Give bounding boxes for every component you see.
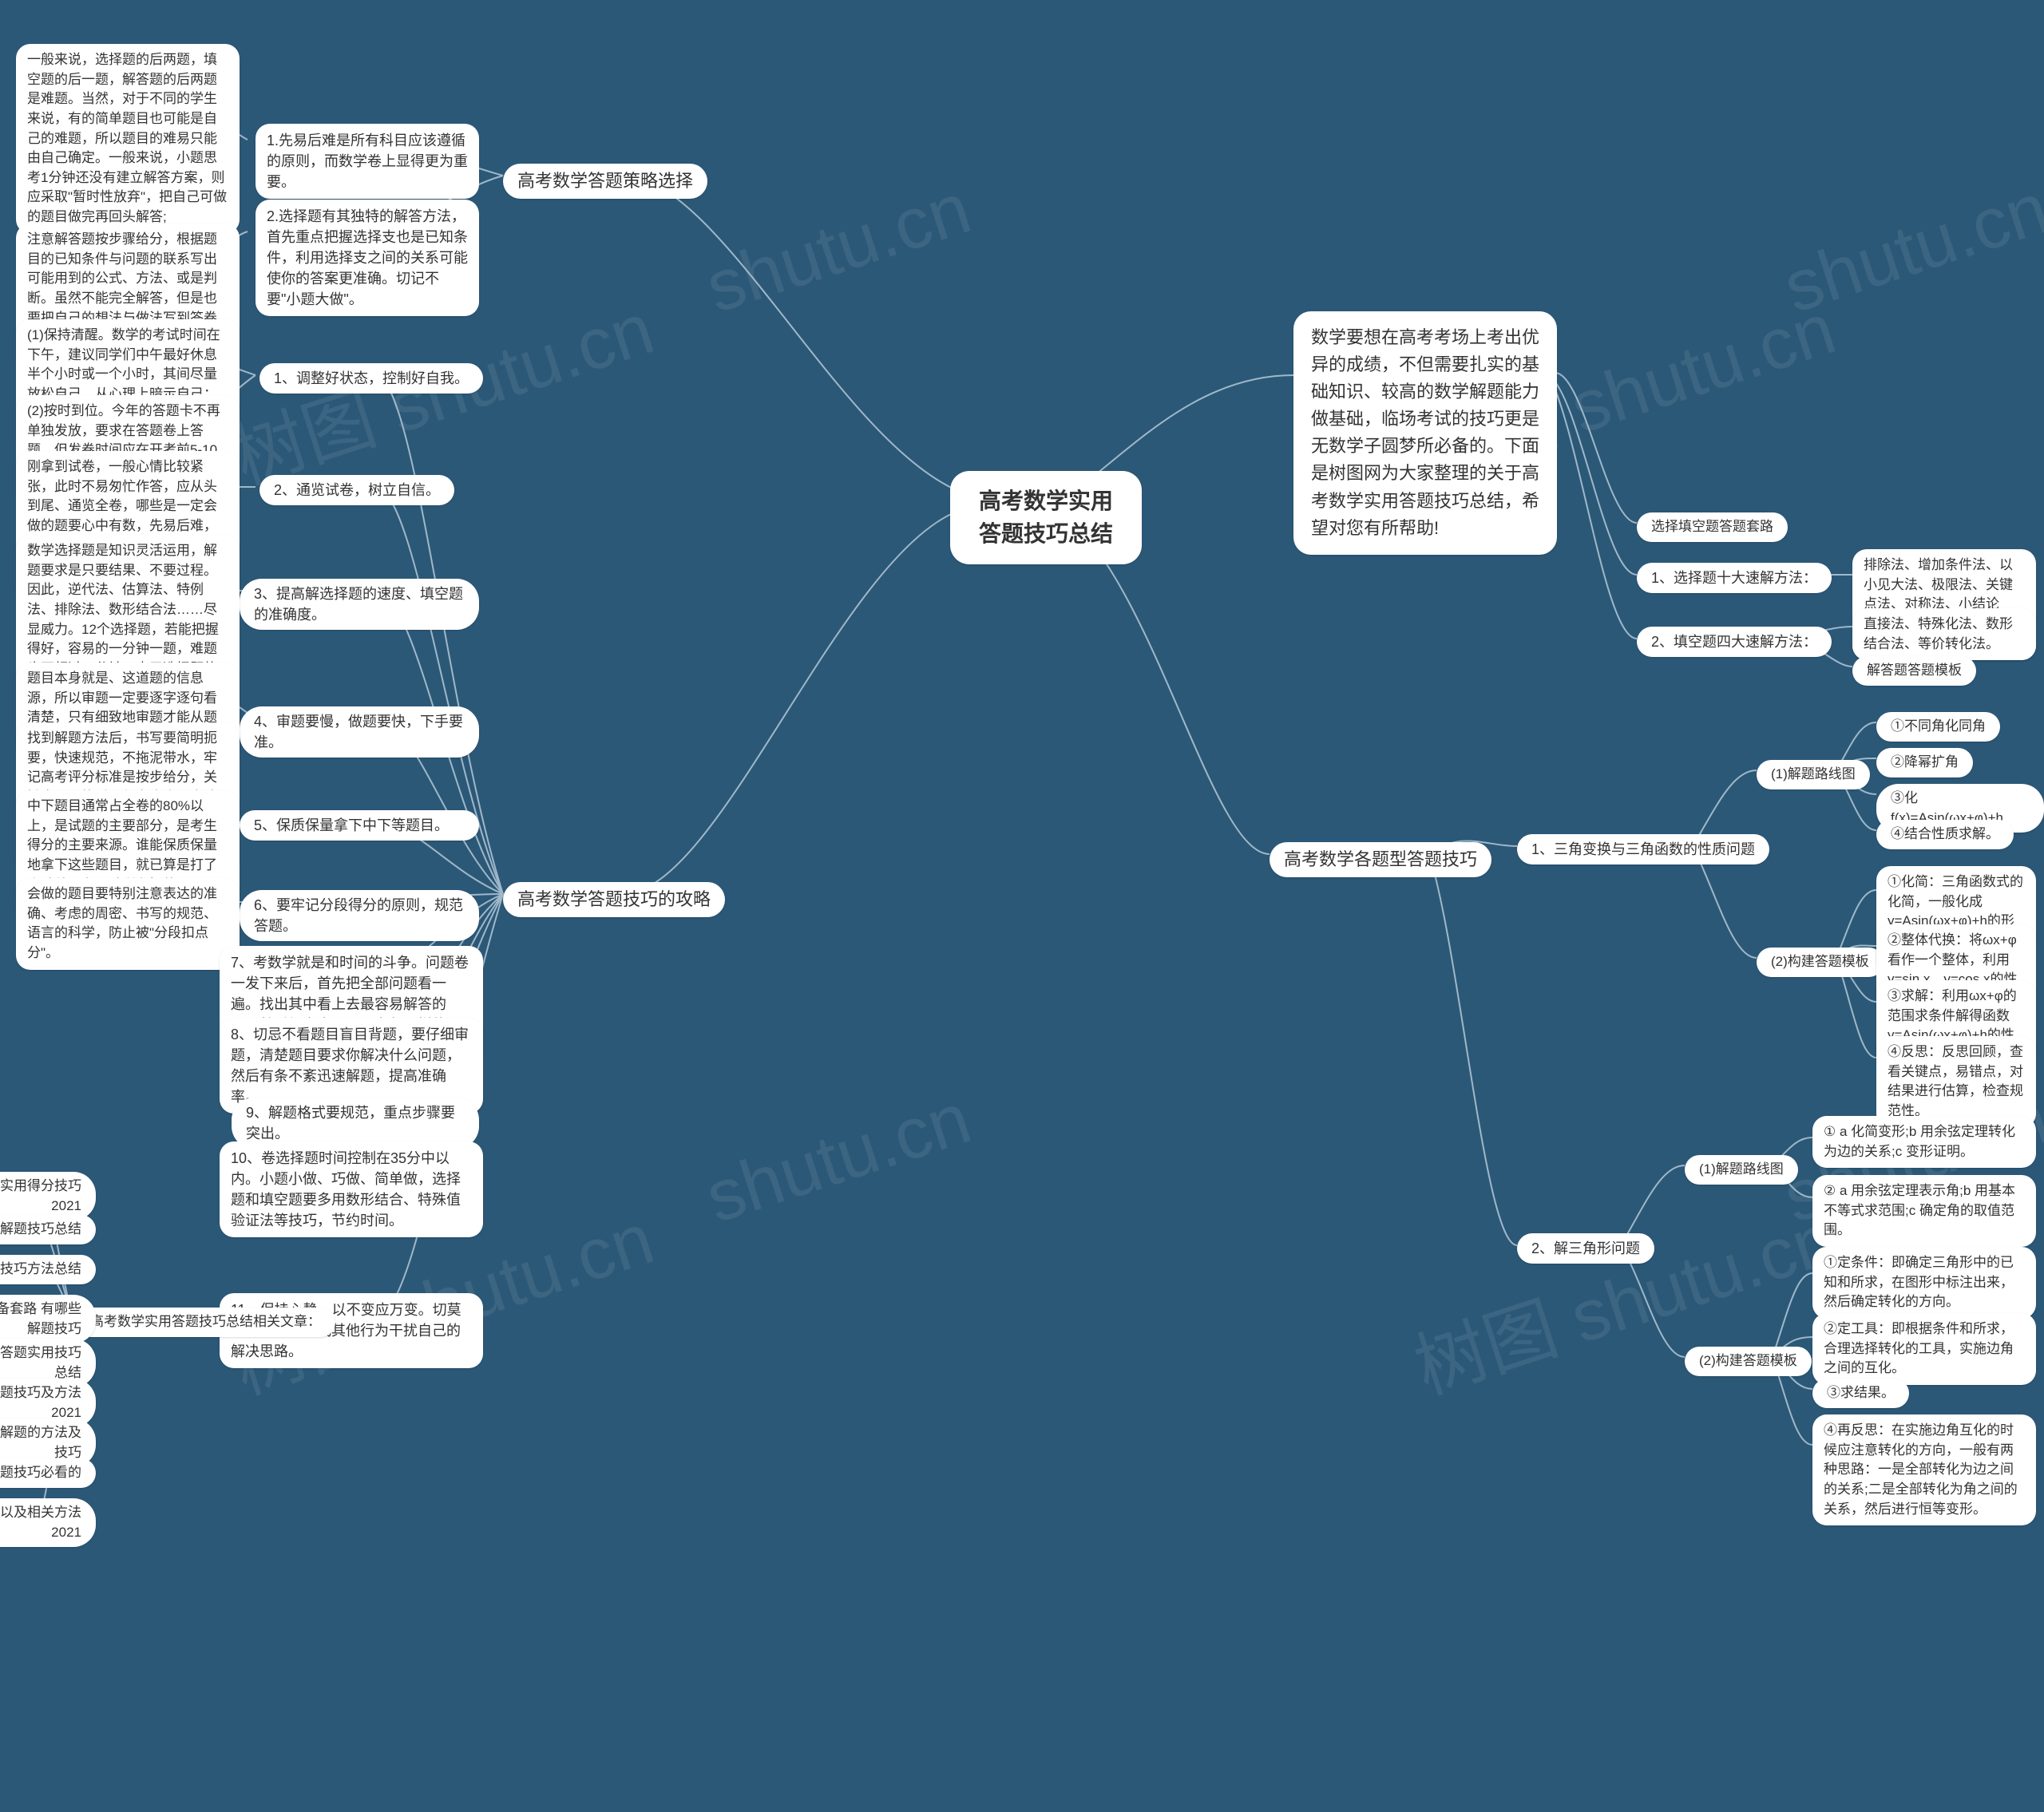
t2-r2-i2: ②定工具：即根据条件和所求，合理选择转化的工具，实施边角之间的互化。 <box>1812 1313 2036 1385</box>
tactic-3[interactable]: 3、提高解选择题的速度、填空题的准确度。 <box>240 579 479 630</box>
tactic-2[interactable]: 2、通览试卷，树立自信。 <box>259 475 454 505</box>
t1-r2-i4: ④反思：反思回顾，查看关键点，易错点，对结果进行估算，检查规范性。 <box>1876 1036 2036 1128</box>
related-articles-label: 高考数学实用答题技巧总结相关文章： <box>76 1308 335 1337</box>
t1-r1-i1: ①不同角化同角 <box>1876 712 2000 742</box>
t2-r2-i3: ③求结果。 <box>1812 1379 1909 1408</box>
methods-head: 选择填空题答题套路 <box>1637 512 1788 542</box>
t1-label[interactable]: 1、三角变换与三角函数的性质问题 <box>1517 834 1769 864</box>
t1-r1-i2: ②降幂扩角 <box>1876 748 1973 777</box>
related-1[interactable]: ★ 高考数学答题实用得分技巧2021 <box>0 1172 96 1221</box>
related-4[interactable]: ★ 高考数学的答题必备套路 有哪些解题技巧 <box>0 1295 96 1343</box>
t2-r1-i2: ② a 用余弦定理表示角;b 用基本不等式求范围;c 确定角的取值范围。 <box>1812 1175 2036 1247</box>
t1-route1: (1)解题路线图 <box>1757 760 1870 789</box>
strategy-item-2: 2.选择题有其独特的解答方法，首先重点把握选择支也是已知条件，利用选择支之间的关… <box>256 200 479 316</box>
method-2-body: 直接法、特殊化法、数形结合法、等价转化法。 <box>1852 608 2036 660</box>
branch-tactics[interactable]: 高考数学答题技巧的攻略 <box>503 882 725 917</box>
tactic-6[interactable]: 6、要牢记分段得分的原则，规范答题。 <box>240 890 479 941</box>
method-1-label[interactable]: 1、选择题十大速解方法： <box>1637 563 1832 593</box>
tactic-6-sub-1: 会做的题目要特别注意表达的准确、考虑的周密、书写的规范、语言的科学，防止被"分段… <box>16 878 240 970</box>
t2-label[interactable]: 2、解三角形问题 <box>1517 1233 1654 1264</box>
related-3[interactable]: ★ 高中数学解题技巧方法总结 <box>0 1255 96 1284</box>
t2-route1: (1)解题路线图 <box>1685 1155 1798 1185</box>
watermark: shutu.cn <box>696 168 980 330</box>
tactic-5[interactable]: 5、保质保量拿下中下等题目。 <box>240 810 479 841</box>
t2-r1-i1: ① a 化简变形;b 用余弦定理转化为边的关系;c 变形证明。 <box>1812 1116 2036 1168</box>
tactic-4[interactable]: 4、审题要慢，做题要快，下手要准。 <box>240 706 479 758</box>
method-2-label[interactable]: 2、填空题四大速解方法： <box>1637 627 1832 657</box>
intro-node: 数学要想在高考考场上考出优异的成绩，不但需要扎实的基础知识、较高的数学解题能力做… <box>1293 311 1557 555</box>
tactic-10: 10、卷选择题时间控制在35分中以内。小题小做、巧做、简单做，选择题和填空题要多… <box>220 1141 483 1237</box>
t1-r1-i4: ④结合性质求解。 <box>1876 820 2014 849</box>
watermark: 树图 shutu.cn <box>1400 1181 1846 1414</box>
branch-strategy[interactable]: 高考数学答题策略选择 <box>503 164 707 199</box>
strategy-item-1-tail: 一般来说，选择题的后两题，填空题的后一题，解答题的后两题是难题。当然，对于不同的… <box>16 44 240 234</box>
tactic-1[interactable]: 1、调整好状态，控制好自我。 <box>259 363 483 394</box>
strategy-item-1: 1.先易后难是所有科目应该遵循的原则，而数学卷上显得更为重要。 <box>256 124 479 199</box>
t2-route2: (2)构建答题模板 <box>1685 1347 1812 1376</box>
related-2[interactable]: ★ 高考数学选填题解题技巧总结 <box>0 1215 96 1244</box>
watermark: shutu.cn <box>696 1078 980 1240</box>
watermark: shutu.cn <box>1774 168 2044 330</box>
t2-r2-i1: ①定条件：即确定三角形中的已知和所求，在图形中标注出来，然后确定转化的方向。 <box>1812 1247 2036 1319</box>
related-9[interactable]: ★ 高考高分数学答题技巧以及相关方法2021 <box>0 1498 96 1547</box>
method-2-tail: 解答题答题模板 <box>1852 656 1976 686</box>
branch-type-tech[interactable]: 高考数学各题型答题技巧 <box>1270 842 1491 877</box>
related-8[interactable]: ★ 高考数学解题技巧必看的 <box>0 1458 96 1488</box>
t2-r2-i4: ④再反思：在实施边角互化的时候应注意转化的方向，一般有两种思路：一是全部转化为边… <box>1812 1414 2036 1525</box>
t1-route2: (2)构建答题模板 <box>1757 948 1884 977</box>
root-node[interactable]: 高考数学实用答题技巧总结 <box>950 471 1142 564</box>
